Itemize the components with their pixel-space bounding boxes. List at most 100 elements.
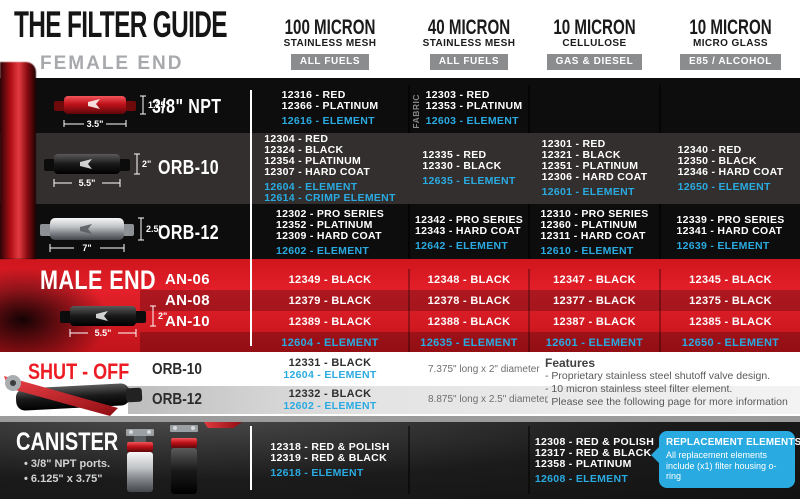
part-cell: 12348 - BLACK — [427, 273, 511, 286]
part-number: 12309 - HARD COAT — [275, 230, 382, 242]
row-label: 3/8" NPT — [152, 96, 222, 118]
element-part-number: 12604 - ELEMENT — [264, 180, 358, 193]
part-number: 12306 - HARD COAT — [541, 171, 648, 183]
element-part-number: 12650 - ELEMENT — [677, 180, 771, 193]
element-list: 12601 - ELEMENT — [542, 187, 648, 198]
male-end-section: MALE END 2" 5.5" AN-06 AN-08 AN-10 12349… — [0, 259, 800, 355]
size-spec: 8.875" long x 2.5" diameter — [428, 394, 548, 405]
part-number: 12303 - RED — [425, 89, 490, 101]
part-number: 12366 - PLATINUM — [281, 100, 379, 112]
part-number: 12346 - HARD COAT — [677, 165, 784, 178]
part-cell: 12301 - RED 12321 - BLACK 12351 - PLATINUM… — [530, 133, 659, 204]
part-cell: 12310 - PRO SERIES 12360 - PLATINUM 12311 … — [530, 207, 659, 259]
canister-spec: • 6.125" x 3.75" — [24, 473, 103, 485]
element-cell: 12601 - ELEMENT — [545, 336, 644, 349]
element-part-number: 12642 - ELEMENT — [414, 239, 509, 252]
part-number: 12352 - PLATINUM — [275, 219, 373, 231]
filter-illustration-red: 1.25" 3.5" — [54, 95, 168, 129]
column-micron: 100 MICRON — [284, 16, 376, 39]
part-list: 12310 - PRO SERIES 12360 - PLATINUM 12311 … — [540, 209, 648, 242]
features-list: - Proprietary stainless steel shutoff va… — [545, 370, 797, 409]
table-left-divider — [250, 90, 252, 346]
aeromotive-logo-mark — [96, 311, 108, 321]
element-list: 12616 - ELEMENT — [282, 116, 379, 127]
element-list: 12642 - ELEMENT — [414, 239, 523, 252]
part-cell: 12388 - BLACK — [427, 315, 511, 328]
element-cell: 12604 - ELEMENT — [281, 336, 379, 349]
part-number: 12316 - RED — [281, 89, 346, 101]
column-fuel-badge: ALL FUELS — [290, 54, 370, 70]
part-number: 12307 - HARD COAT — [264, 165, 371, 178]
shut-off-section: SHUT - OFF ORB-10 ORB-12 12331 - BLACK 1… — [0, 352, 800, 422]
part-cell: 12385 - BLACK — [689, 315, 772, 328]
part-cell: 12347 - BLACK — [553, 273, 636, 286]
part-list: 12304 - RED 12324 - BLACK 12354 - PLATINUM… — [264, 132, 396, 178]
element-part-number: 12602 - ELEMENT — [275, 245, 370, 257]
canister-illustration — [126, 425, 198, 494]
part-cell-empty — [661, 85, 800, 132]
part-number: 12318 - RED & POLISH — [270, 441, 390, 453]
part-list: 12335 - RED 12330 - BLACK — [422, 150, 515, 172]
replacement-elements-callout: REPLACEMENT ELEMENTS All replacement ele… — [651, 431, 800, 488]
part-number: 12330 - BLACK — [422, 160, 502, 172]
part-number: 12332 - BLACK — [288, 388, 372, 400]
callout-body: All replacement elements include (x1) fi… — [666, 450, 777, 481]
part-cell: 12303 - RED 12353 - PLATINUM 12603 - ELEM… — [420, 85, 528, 132]
part-number: 12317 - RED & BLACK — [534, 446, 652, 459]
part-cell: 12332 - BLACK 12602 - ELEMENT — [252, 388, 408, 412]
part-number: 12331 - BLACK — [288, 357, 372, 369]
female-end-table: 1.25" 3.5" 3/8" NPT 12316 - RED 12366 - P… — [0, 78, 800, 259]
part-cell: 12349 - BLACK — [288, 273, 372, 286]
element-part-number: 12614 - CRIMP ELEMENT — [264, 191, 396, 204]
part-cell: 12389 - BLACK — [288, 315, 372, 328]
element-list: 12608 - ELEMENT — [534, 472, 654, 485]
part-cell: 12379 - BLACK — [288, 294, 372, 307]
row-label: ORB-10 — [158, 157, 220, 179]
element-cell: 12650 - ELEMENT — [681, 336, 780, 349]
part-list: 12342 - PRO SERIES 12343 - HARD COAT — [414, 213, 524, 237]
part-cell: 12340 - RED 12350 - BLACK 12346 - HARD COA… — [661, 133, 800, 204]
row-label-an10: AN-10 — [165, 313, 210, 330]
table-row-38-npt: 1.25" 3.5" 3/8" NPT 12316 - RED 12366 - P… — [0, 85, 800, 132]
part-cell: 12318 - RED & POLISH 12319 - RED & BLACK … — [252, 422, 408, 499]
part-list: 12301 - RED 12321 - BLACK 12351 - PLATINUM… — [542, 139, 648, 183]
part-cell: 12375 - BLACK — [689, 294, 772, 307]
features-block: Features - Proprietary stainless steel s… — [545, 356, 797, 409]
aeromotive-logo-mark — [80, 159, 92, 169]
part-number: 12342 - PRO SERIES — [414, 213, 524, 226]
element-part-number: 12603 - ELEMENT — [425, 115, 519, 127]
feature-item: - Please see the following page for more… — [545, 396, 788, 408]
column-divider — [659, 269, 661, 352]
column-fuel-badge: E85 / ALCOHOL — [680, 54, 781, 70]
dimension-height: 2" — [142, 159, 151, 169]
page-title: THE FILTER GUIDE — [14, 4, 228, 45]
features-title: Features — [545, 356, 596, 370]
section-label-canister: CANISTER — [16, 428, 119, 456]
column-material: CELLULOSE — [562, 38, 627, 49]
element-list: 12650 - ELEMENT — [677, 180, 784, 193]
part-cell: 12342 - PRO SERIES 12343 - HARD COAT 1264… — [410, 207, 528, 259]
part-list: 12302 - PRO SERIES 12352 - PLATINUM 12309 … — [276, 209, 384, 242]
part-number: 12350 - BLACK — [677, 154, 757, 167]
element-list: 12639 - ELEMENT — [676, 239, 784, 252]
part-number: 12304 - RED — [264, 132, 329, 145]
part-number: 12353 - PLATINUM — [425, 100, 523, 112]
element-part-number: 12639 - ELEMENT — [676, 239, 770, 252]
element-part-number: 12616 - ELEMENT — [281, 115, 375, 127]
section-divider-bar — [0, 416, 800, 422]
column-header-10-micron-cellulose: 10 MICRON CELLULOSE GAS & DIESEL — [530, 17, 659, 70]
dimension-width: 7" — [82, 243, 91, 253]
column-micron: 40 MICRON — [427, 16, 511, 39]
part-cell: 12378 - BLACK — [427, 294, 511, 307]
row-label: ORB-12 — [158, 222, 220, 244]
filter-illustration-chrome: 2.5" 7" — [40, 217, 163, 253]
aeromotive-logo-mark — [88, 99, 100, 109]
part-cell: 12304 - RED 12324 - BLACK 12354 - PLATINUM… — [252, 133, 408, 204]
table-left-divider — [250, 426, 252, 490]
part-number: 12341 - HARD COAT — [676, 224, 783, 237]
dimension-height: 2" — [158, 311, 167, 321]
element-part-number: 12608 - ELEMENT — [534, 472, 629, 485]
part-number: 12354 - PLATINUM — [264, 154, 362, 167]
column-header-10-micron-micro-glass: 10 MICRON MICRO GLASS E85 / ALCOHOL — [661, 17, 800, 70]
element-part-number: 12618 - ELEMENT — [270, 467, 364, 479]
